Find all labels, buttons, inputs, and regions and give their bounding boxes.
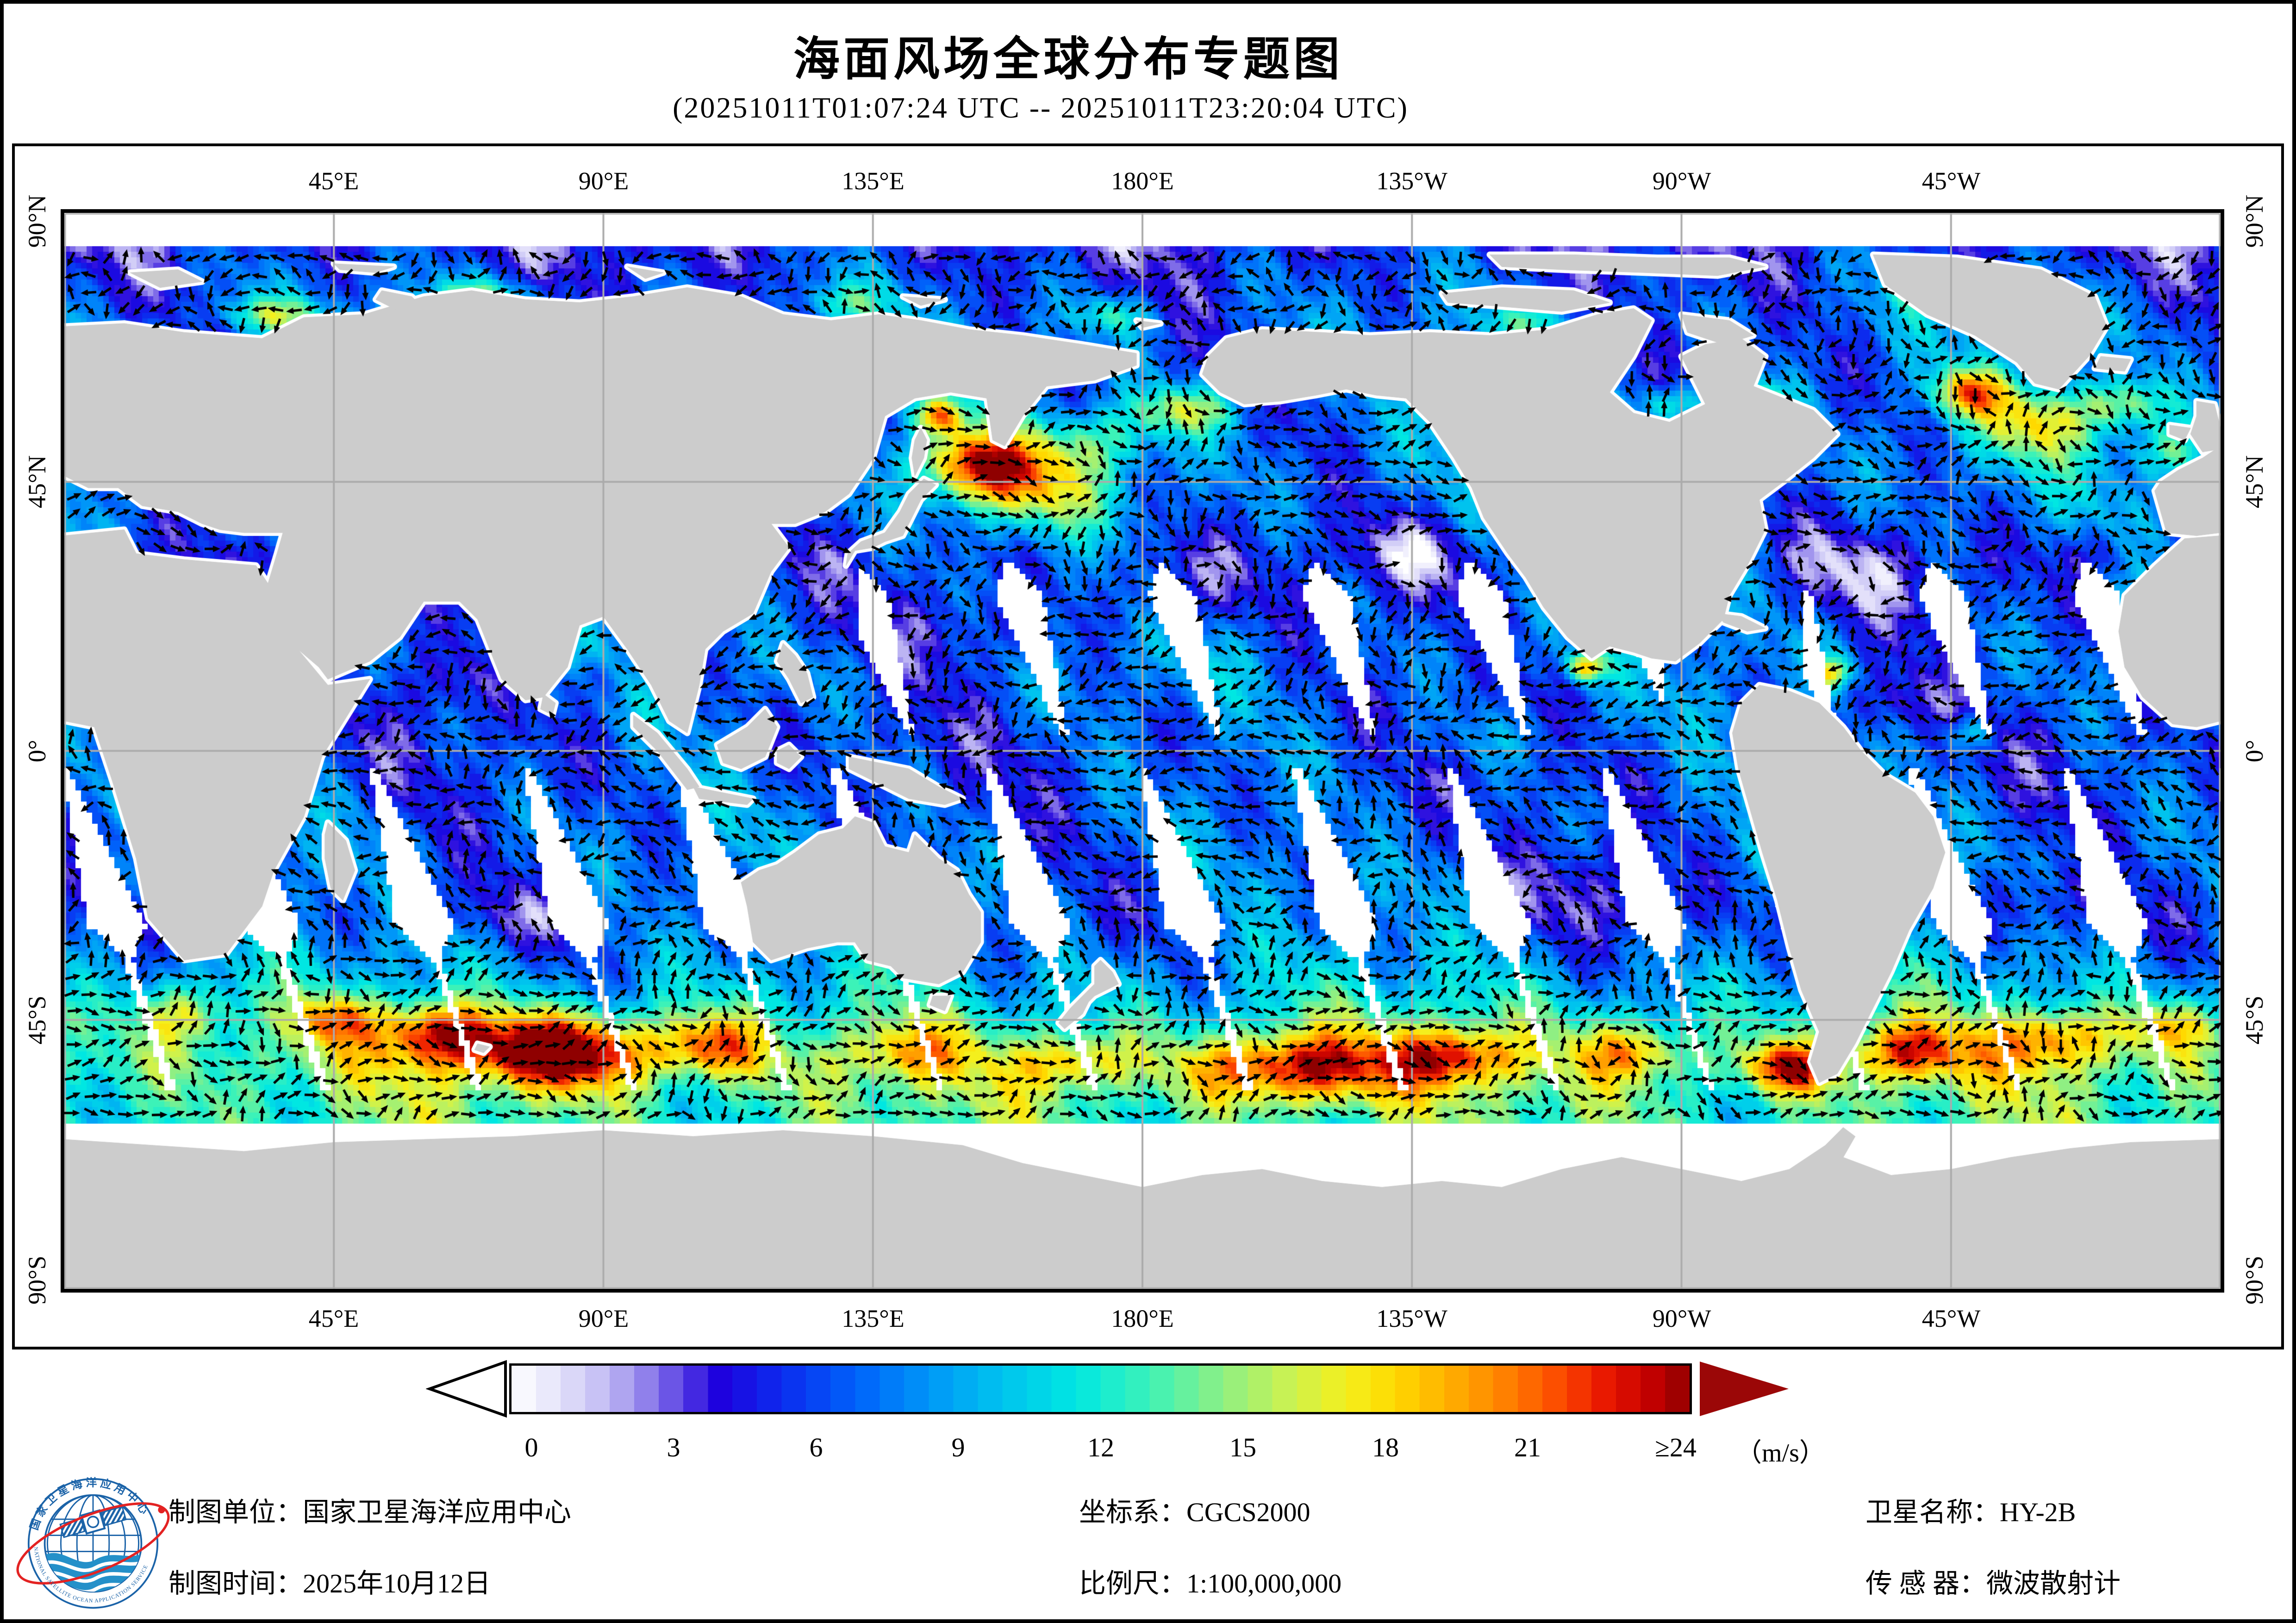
axis-label-top: 180°E: [1111, 167, 1174, 195]
axis-label-bottom: 90°W: [1652, 1305, 1711, 1332]
footer-field-label: 制图单位：: [168, 1497, 303, 1527]
colorbar-tick: 6: [809, 1432, 823, 1462]
orbit-path: [16, 1502, 170, 1585]
colorbar-right-arrow-icon: [1700, 1362, 1789, 1416]
nsoas-logo: 国家卫星海洋应用中心 NATIONAL SATELLITE OCEAN APPL…: [16, 1476, 170, 1609]
axis-label-top: 90°W: [1652, 167, 1711, 195]
axis-label-right: 45°S: [2240, 995, 2268, 1045]
colorbar-tick: 0: [524, 1432, 538, 1462]
axis-label-top: 45°W: [1922, 167, 1981, 195]
colorbar-gradient: [509, 1363, 1692, 1414]
footer-field-value: 2025年10月12日: [303, 1568, 491, 1598]
footer-field-value: CGCS2000: [1186, 1497, 1310, 1527]
page-title: 海面风场全球分布专题图: [793, 33, 1343, 85]
axis-label-left: 0°: [23, 740, 51, 763]
colorbar-tick: 12: [1087, 1432, 1114, 1462]
footer-map-scale: 比例尺：1:100,000,000: [1079, 1567, 1341, 1600]
footer-coordinate-system: 坐标系：CGCS2000: [1079, 1496, 1310, 1529]
axis-label-left: 45°N: [23, 455, 51, 509]
axis-label-top: 45°E: [308, 167, 359, 195]
colorbar-tick: ≥24: [1655, 1432, 1697, 1462]
wind-field-canvas: [64, 213, 2221, 1289]
axis-label-left: 90°S: [23, 1256, 51, 1305]
colorbar-unit-label: （m/s）: [1736, 1439, 1825, 1468]
axis-label-right: 90°N: [2240, 194, 2268, 248]
axis-label-bottom: 45°W: [1922, 1305, 1981, 1332]
axis-label-right: 0°: [2240, 740, 2268, 763]
axis-label-bottom: 135°W: [1376, 1305, 1447, 1332]
axis-label-right: 90°S: [2240, 1256, 2268, 1305]
axis-label-top: 90°E: [578, 167, 629, 195]
page-subtitle: (20251011T01:07:24 UTC -- 20251011T23:20…: [673, 91, 1409, 124]
axis-label-bottom: 90°E: [578, 1305, 629, 1332]
footer-field-value: 微波散射计: [1986, 1568, 2121, 1598]
footer-field-label: 制图时间：: [168, 1568, 303, 1598]
footer-field-label: 卫星名称：: [1866, 1497, 2000, 1527]
colorbar-tick: 9: [951, 1432, 965, 1462]
footer-field-label: 比例尺：: [1079, 1568, 1187, 1598]
axis-label-left: 45°S: [23, 995, 51, 1045]
colorbar-tick: 15: [1229, 1432, 1256, 1462]
footer-field-value: 1:100,000,000: [1186, 1568, 1342, 1598]
footer-mapping-unit: 制图单位：国家卫星海洋应用中心: [168, 1496, 571, 1529]
footer-satellite-name: 卫星名称：HY-2B: [1866, 1496, 2076, 1529]
footer-field-label: 坐标系：: [1079, 1497, 1187, 1527]
colorbar-tick: 21: [1514, 1432, 1541, 1462]
world-wind-map: [61, 209, 2224, 1293]
axis-label-bottom: 180°E: [1111, 1305, 1174, 1332]
footer-sensor: 传 感 器：微波散射计: [1866, 1567, 2121, 1600]
axis-label-top: 135°W: [1376, 167, 1447, 195]
footer-field-label: 传 感 器：: [1866, 1568, 1987, 1598]
footer-mapping-time: 制图时间：2025年10月12日: [168, 1567, 491, 1600]
axis-label-right: 45°N: [2240, 455, 2268, 509]
footer-field-value: HY-2B: [2000, 1497, 2076, 1527]
colorbar-left-arrow-icon: [426, 1360, 507, 1418]
axis-label-left: 90°N: [23, 194, 51, 248]
footer-field-value: 国家卫星海洋应用中心: [303, 1497, 572, 1527]
axis-label-bottom: 135°E: [842, 1305, 905, 1332]
colorbar-tick: 18: [1372, 1432, 1399, 1462]
axis-label-bottom: 45°E: [308, 1305, 359, 1332]
colorbar-tick: 3: [667, 1432, 680, 1462]
axis-label-top: 135°E: [842, 167, 905, 195]
